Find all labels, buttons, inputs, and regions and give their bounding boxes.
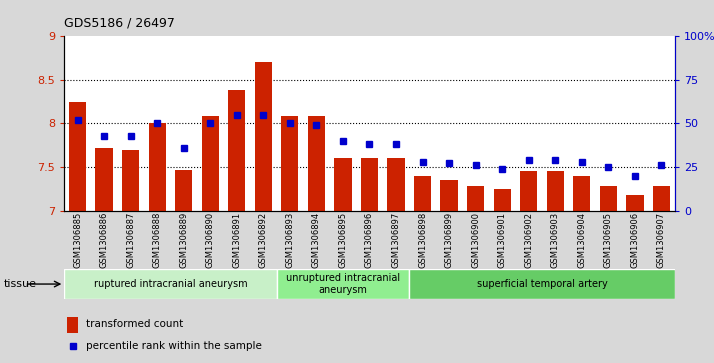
Bar [334,158,351,211]
Text: unruptured intracranial
aneurysm: unruptured intracranial aneurysm [286,273,400,295]
Text: percentile rank within the sample: percentile rank within the sample [86,341,261,351]
Bar [228,90,246,211]
Bar [276,269,409,299]
Bar [201,117,219,211]
Text: tissue: tissue [4,279,36,289]
Text: transformed count: transformed count [86,319,183,329]
Bar [414,176,431,211]
Bar [255,62,272,211]
Bar [493,189,511,211]
Bar [467,186,484,211]
Bar [281,117,298,211]
Bar [626,195,643,211]
Bar [600,186,617,211]
Bar [122,150,139,211]
Bar [69,102,86,211]
Bar [573,176,590,211]
Bar [175,170,192,211]
Bar [520,171,538,211]
Bar [67,317,79,333]
Bar [441,180,458,211]
Bar [547,171,564,211]
Bar [653,186,670,211]
Bar [409,269,675,299]
Bar [388,158,405,211]
Text: ruptured intracranial aneurysm: ruptured intracranial aneurysm [94,279,247,289]
Bar [149,123,166,211]
Text: superficial temporal artery: superficial temporal artery [477,279,608,289]
Bar [64,269,276,299]
Bar [308,117,325,211]
Bar [361,158,378,211]
Bar [96,148,113,211]
Text: GDS5186 / 26497: GDS5186 / 26497 [64,16,175,29]
